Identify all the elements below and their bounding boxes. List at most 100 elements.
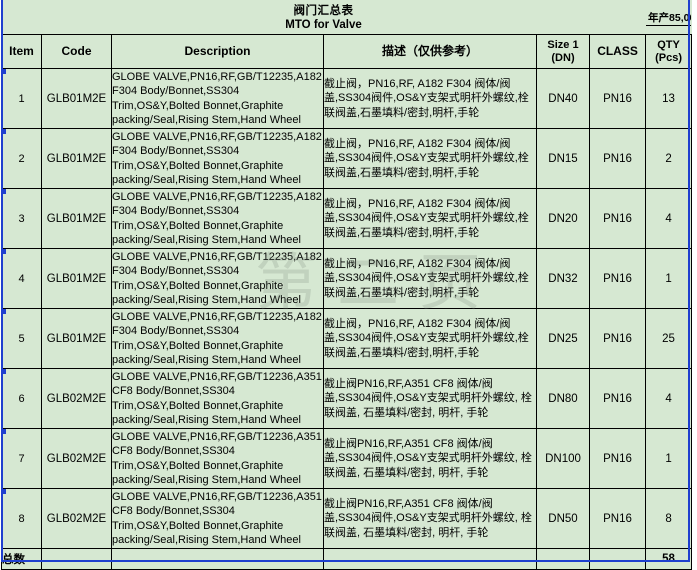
total-code-cell	[41, 548, 112, 570]
project-name-cell: 年产85,000吨有机硅	[645, 0, 693, 35]
cell-description[interactable]: GLOBE VALVE,PN16,RF,GB/T12236,A351 CF8 B…	[111, 428, 324, 489]
total-qty-cell: 58	[645, 548, 693, 570]
table-row: 7 GLB02M2E GLOBE VALVE,PN16,RF,GB/T12236,A…	[1, 428, 693, 489]
cell-description-cn[interactable]: 截止阀，PN16,RF, A182 F304 阀体/阀盖,SS304阀件,OS&…	[323, 188, 537, 249]
cell-item[interactable]: 2	[1, 128, 42, 189]
cell-code[interactable]: GLB01M2E	[41, 308, 112, 369]
table-row: 2 GLB01M2E GLOBE VALVE,PN16,RF,GB/T12235,A…	[1, 128, 693, 189]
col-header-qty[interactable]: QTY (Pcs)	[645, 34, 693, 69]
table-row: 6 GLB02M2E GLOBE VALVE,PN16,RF,GB/T12236,A…	[1, 368, 693, 429]
cell-size[interactable]: DN25	[536, 308, 590, 369]
selection-handle	[1, 428, 6, 434]
cell-qty[interactable]: 8	[645, 488, 693, 549]
cell-size[interactable]: DN15	[536, 128, 590, 189]
col-header-code-label: Code	[61, 44, 92, 58]
table-header: 阀门汇总表 MTO for Valve 年产85,000吨有机硅 Item Co…	[0, 0, 693, 69]
cell-code[interactable]: GLB02M2E	[41, 488, 112, 549]
cell-item[interactable]: 5	[1, 308, 42, 369]
cell-class[interactable]: PN16	[588, 488, 647, 549]
column-header-row: Item Code Description 描述（仅供参考） Size 1 (D…	[1, 34, 693, 69]
table-row: 5 GLB01M2E GLOBE VALVE,PN16,RF,GB/T12235,A…	[1, 308, 693, 369]
total-row: 总数 58	[1, 548, 693, 570]
selection-handle	[1, 248, 6, 254]
cell-description[interactable]: GLOBE VALVE,PN16,RF,GB/T12235,A182 F304 …	[111, 128, 324, 189]
table-row: 1 GLB01M2E GLOBE VALVE,PN16,RF,GB/T12235,A…	[1, 68, 693, 129]
table-footer: 总数 58	[1, 548, 693, 570]
cell-qty[interactable]: 13	[645, 68, 693, 129]
cell-description-cn[interactable]: 截止阀，PN16,RF, A182 F304 阀体/阀盖,SS304阀件,OS&…	[323, 308, 537, 369]
title-row: 阀门汇总表 MTO for Valve 年产85,000吨有机硅	[0, 0, 693, 35]
cell-size[interactable]: DN32	[536, 248, 590, 309]
cell-description-cn[interactable]: 截止阀PN16,RF,A351 CF8 阀体/阀盖,SS304阀件,OS&Y支架…	[323, 368, 537, 429]
cell-code[interactable]: GLB01M2E	[41, 248, 112, 309]
cell-description[interactable]: GLOBE VALVE,PN16,RF,GB/T12236,A351 CF8 B…	[111, 368, 324, 429]
cell-size[interactable]: DN20	[536, 188, 590, 249]
col-header-class[interactable]: CLASS	[588, 34, 647, 69]
cell-item[interactable]: 6	[1, 368, 42, 429]
cell-qty[interactable]: 1	[645, 248, 693, 309]
total-description-cell	[111, 548, 324, 570]
cell-item[interactable]: 8	[1, 488, 42, 549]
table-row: 4 GLB01M2E GLOBE VALVE,PN16,RF,GB/T12235,A…	[1, 248, 693, 309]
col-header-description-cn-label: 描述（仅供参考）	[381, 44, 478, 58]
total-description-cn-cell	[323, 548, 537, 570]
cell-size[interactable]: DN50	[536, 488, 590, 549]
cell-class[interactable]: PN16	[588, 308, 647, 369]
cell-description[interactable]: GLOBE VALVE,PN16,RF,GB/T12235,A182 F304 …	[111, 308, 324, 369]
col-header-size-label: Size 1	[547, 38, 579, 51]
col-header-code[interactable]: Code	[41, 34, 112, 69]
cell-description[interactable]: GLOBE VALVE,PN16,RF,GB/T12236,A351 CF8 B…	[111, 488, 324, 549]
cell-code[interactable]: GLB02M2E	[41, 368, 112, 429]
cell-code[interactable]: GLB01M2E	[41, 188, 112, 249]
cell-class[interactable]: PN16	[588, 428, 647, 489]
selection-handle	[1, 128, 6, 134]
col-header-description[interactable]: Description	[111, 34, 324, 69]
cell-size[interactable]: DN100	[536, 428, 590, 489]
selection-handle	[1, 68, 6, 74]
cell-item[interactable]: 7	[1, 428, 42, 489]
cell-code[interactable]: GLB01M2E	[41, 128, 112, 189]
cell-item[interactable]: 3	[1, 188, 42, 249]
cell-qty[interactable]: 4	[645, 368, 693, 429]
cell-qty[interactable]: 1	[645, 428, 693, 489]
title-english: MTO for Valve	[285, 18, 362, 31]
cell-qty[interactable]: 4	[645, 188, 693, 249]
col-header-class-label: CLASS	[597, 44, 638, 58]
cell-class[interactable]: PN16	[588, 68, 647, 129]
table-row: 3 GLB01M2E GLOBE VALVE,PN16,RF,GB/T12235,A…	[1, 188, 693, 249]
table-body: 1 GLB01M2E GLOBE VALVE,PN16,RF,GB/T12235,A…	[1, 68, 693, 549]
cell-code[interactable]: GLB01M2E	[41, 68, 112, 129]
cell-item[interactable]: 1	[1, 68, 42, 129]
cell-description[interactable]: GLOBE VALVE,PN16,RF,GB/T12235,A182 F304 …	[111, 68, 324, 129]
col-header-item-label: Item	[9, 44, 34, 58]
cell-description-cn[interactable]: 截止阀，PN16,RF, A182 F304 阀体/阀盖,SS304阀件,OS&…	[323, 248, 537, 309]
project-name-label: 年产85,000吨有机硅	[646, 10, 691, 26]
cell-class[interactable]: PN16	[588, 248, 647, 309]
cell-description-cn[interactable]: 截止阀PN16,RF,A351 CF8 阀体/阀盖,SS304阀件,OS&Y支架…	[323, 488, 537, 549]
cell-description[interactable]: GLOBE VALVE,PN16,RF,GB/T12235,A182 F304 …	[111, 248, 324, 309]
cell-item[interactable]: 4	[1, 248, 42, 309]
col-header-description-label: Description	[184, 44, 251, 58]
col-header-qty-label: QTY	[657, 38, 680, 51]
cell-size[interactable]: DN80	[536, 368, 590, 429]
cell-class[interactable]: PN16	[588, 368, 647, 429]
cell-description-cn[interactable]: 截止阀，PN16,RF, A182 F304 阀体/阀盖,SS304阀件,OS&…	[323, 68, 537, 129]
title-chinese: 阀门汇总表	[293, 4, 354, 17]
cell-qty[interactable]: 2	[645, 128, 693, 189]
table-row: 8 GLB02M2E GLOBE VALVE,PN16,RF,GB/T12236,A…	[1, 488, 693, 549]
cell-description[interactable]: GLOBE VALVE,PN16,RF,GB/T12235,A182 F304 …	[111, 188, 324, 249]
cell-description-cn[interactable]: 截止阀PN16,RF,A351 CF8 阀体/阀盖,SS304阀件,OS&Y支架…	[323, 428, 537, 489]
col-header-qty-unit: (Pcs)	[655, 51, 682, 64]
col-header-description-cn[interactable]: 描述（仅供参考）	[323, 34, 537, 69]
cell-class[interactable]: PN16	[588, 188, 647, 249]
cell-class[interactable]: PN16	[588, 128, 647, 189]
document-title-cell: 阀门汇总表 MTO for Valve	[0, 0, 647, 35]
cell-qty[interactable]: 25	[645, 308, 693, 369]
cell-description-cn[interactable]: 截止阀，PN16,RF, A182 F304 阀体/阀盖,SS304阀件,OS&…	[323, 128, 537, 189]
cell-code[interactable]: GLB02M2E	[41, 428, 112, 489]
cell-size[interactable]: DN40	[536, 68, 590, 129]
col-header-item[interactable]: Item	[1, 34, 42, 69]
col-header-size[interactable]: Size 1 (DN)	[536, 34, 590, 69]
